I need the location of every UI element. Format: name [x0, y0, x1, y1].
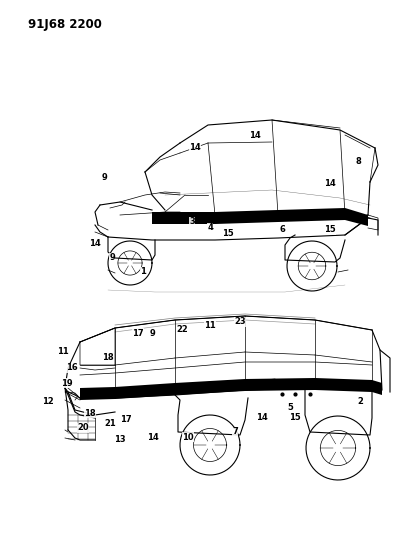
Text: 12: 12 — [42, 398, 54, 407]
Text: 6: 6 — [279, 225, 285, 235]
Text: 13: 13 — [114, 435, 126, 445]
Text: 11: 11 — [204, 321, 216, 330]
Text: 4: 4 — [207, 223, 213, 232]
Text: 9: 9 — [102, 174, 108, 182]
Text: 9: 9 — [109, 254, 115, 262]
Text: 17: 17 — [132, 328, 144, 337]
Text: 2: 2 — [357, 398, 363, 407]
Text: 23: 23 — [234, 318, 246, 327]
Text: 14: 14 — [249, 131, 261, 140]
Text: 14: 14 — [189, 143, 201, 152]
Text: 8: 8 — [355, 157, 361, 166]
Text: 18: 18 — [102, 353, 114, 362]
Polygon shape — [152, 208, 368, 226]
Text: 16: 16 — [66, 364, 78, 373]
Text: 20: 20 — [77, 424, 89, 432]
Text: 14: 14 — [89, 238, 101, 247]
Text: 18: 18 — [84, 408, 96, 417]
Text: 14: 14 — [147, 432, 159, 441]
Text: 91J68 2200: 91J68 2200 — [28, 18, 102, 31]
Text: 14: 14 — [256, 414, 268, 423]
Text: 9: 9 — [149, 328, 155, 337]
Text: 5: 5 — [287, 403, 293, 413]
Text: 7: 7 — [232, 427, 238, 437]
Text: 21: 21 — [104, 418, 116, 427]
Polygon shape — [80, 378, 382, 400]
Text: 10: 10 — [182, 432, 194, 441]
Text: 19: 19 — [61, 378, 73, 387]
Text: 15: 15 — [324, 225, 336, 235]
Text: 15: 15 — [289, 414, 301, 423]
Text: 17: 17 — [120, 416, 132, 424]
Text: 11: 11 — [57, 348, 69, 357]
Text: 15: 15 — [222, 229, 234, 238]
Text: 1: 1 — [140, 268, 146, 277]
Text: 22: 22 — [176, 326, 188, 335]
Text: 14: 14 — [324, 179, 336, 188]
Text: 3: 3 — [189, 217, 195, 227]
